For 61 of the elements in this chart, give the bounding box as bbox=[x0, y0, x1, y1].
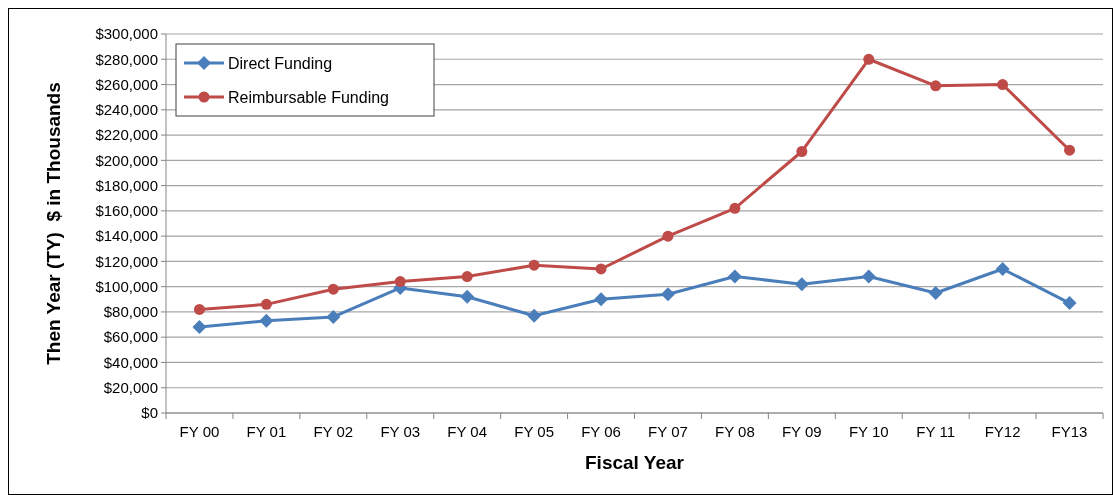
x-tick-label: FY12 bbox=[984, 423, 1021, 440]
y-tick-label: $100,000 bbox=[95, 277, 158, 295]
y-tick-label: $240,000 bbox=[95, 101, 158, 119]
y-tick-label: $160,000 bbox=[95, 202, 158, 220]
x-tick-label: FY 07 bbox=[648, 423, 688, 440]
x-tick-label: FY 05 bbox=[514, 423, 554, 440]
x-tick-label: FY 00 bbox=[179, 423, 220, 440]
x-axis-title: Fiscal Year bbox=[585, 452, 685, 473]
point bbox=[930, 80, 942, 92]
x-tick-label: FY 09 bbox=[781, 423, 822, 440]
y-tick-label: $300,000 bbox=[95, 25, 158, 43]
y-tick-label: $40,000 bbox=[103, 353, 158, 371]
point bbox=[260, 298, 272, 310]
point bbox=[727, 269, 742, 284]
y-tick-label: $180,000 bbox=[95, 176, 158, 194]
point bbox=[662, 230, 674, 242]
point bbox=[796, 145, 808, 157]
y-tick-label: $60,000 bbox=[103, 328, 158, 346]
point bbox=[259, 313, 274, 328]
point bbox=[394, 276, 406, 288]
x-tick-label: FY 06 bbox=[581, 423, 621, 440]
point bbox=[1062, 296, 1077, 311]
x-tick-label: FY 04 bbox=[447, 423, 488, 440]
point bbox=[861, 269, 876, 284]
point bbox=[729, 202, 741, 214]
point bbox=[794, 277, 809, 292]
legend-label: Direct Funding bbox=[228, 54, 333, 72]
x-tick-label: FY 11 bbox=[916, 423, 955, 440]
point bbox=[1064, 144, 1076, 156]
point bbox=[460, 289, 475, 304]
point bbox=[527, 308, 542, 323]
y-tick-label: $260,000 bbox=[95, 75, 158, 93]
point bbox=[326, 309, 341, 324]
point bbox=[995, 261, 1010, 276]
y-tick-label: $200,000 bbox=[95, 151, 158, 169]
legend-label: Reimbursable Funding bbox=[228, 88, 389, 106]
point bbox=[660, 287, 675, 302]
point bbox=[594, 292, 609, 307]
point bbox=[997, 79, 1009, 91]
x-tick-label: FY 10 bbox=[848, 423, 889, 440]
y-tick-label: $20,000 bbox=[103, 378, 158, 396]
point bbox=[193, 303, 205, 315]
y-tick-label: $80,000 bbox=[103, 303, 158, 321]
x-tick-label: FY 08 bbox=[715, 423, 755, 440]
y-tick-label: $220,000 bbox=[95, 126, 158, 144]
point bbox=[192, 320, 207, 335]
point bbox=[928, 285, 943, 300]
point bbox=[863, 53, 875, 65]
x-tick-label: FY 03 bbox=[380, 423, 421, 440]
y-tick-label: $140,000 bbox=[95, 227, 158, 245]
y-tick-label: $120,000 bbox=[95, 252, 158, 270]
point bbox=[528, 259, 540, 271]
x-tick-label: FY 02 bbox=[313, 423, 354, 440]
point bbox=[327, 283, 339, 295]
y-tick-label: $0 bbox=[141, 404, 158, 422]
point bbox=[595, 263, 607, 275]
point bbox=[461, 271, 473, 283]
y-axis-title: Then Year (TY) $ in Thousands bbox=[43, 82, 64, 365]
x-tick-label: FY13 bbox=[1051, 423, 1088, 440]
y-tick-label: $280,000 bbox=[95, 50, 158, 68]
x-tick-label: FY 01 bbox=[246, 423, 287, 440]
